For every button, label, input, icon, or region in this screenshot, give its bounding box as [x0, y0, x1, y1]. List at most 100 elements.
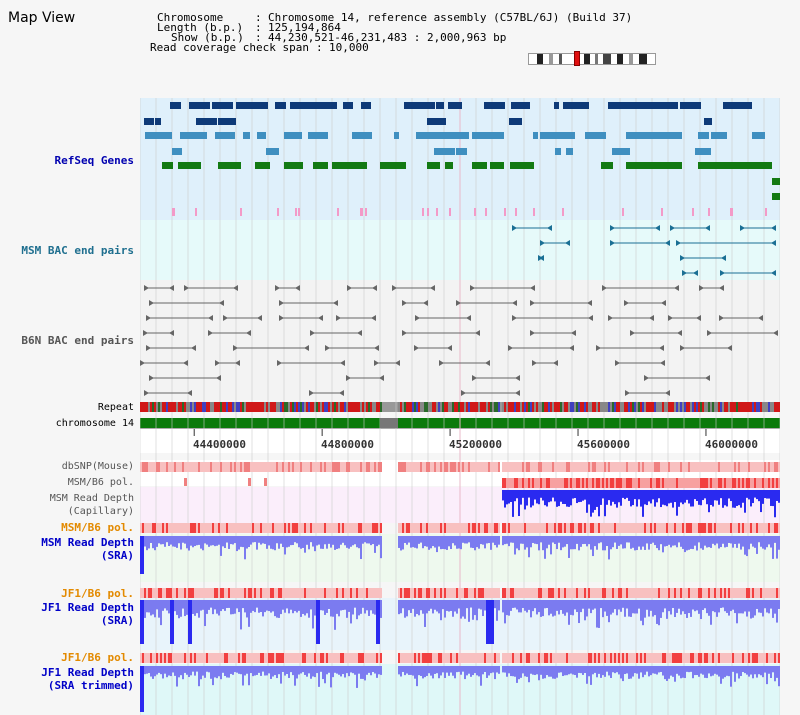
depth-bar — [664, 600, 666, 609]
depth-bar — [470, 666, 472, 677]
polymorphism-mark — [548, 588, 550, 598]
depth-bar — [426, 536, 428, 547]
depth-bar — [714, 536, 716, 546]
polymorphism-mark — [700, 523, 702, 533]
track-label-msm-bac[interactable]: MSM BAC end pairs — [21, 244, 134, 257]
polymorphism-mark — [502, 653, 504, 663]
polymorphism-mark — [602, 462, 604, 472]
polymorphism-mark — [402, 462, 404, 472]
track-label-msm-b6-pol-2[interactable]: MSM/B6 pol. — [61, 521, 134, 534]
depth-bar — [678, 536, 680, 543]
polymorphism-mark — [146, 653, 148, 663]
repeat-mark — [536, 402, 538, 412]
depth-bar — [194, 666, 196, 676]
depth-bar — [312, 536, 314, 547]
polymorphism-mark — [506, 462, 508, 472]
polymorphism-mark — [740, 478, 742, 488]
depth-bar — [584, 536, 586, 544]
repeat-mark — [706, 402, 708, 412]
depth-bar — [540, 490, 542, 498]
polymorphism-mark — [542, 523, 544, 533]
polymorphism-mark — [566, 588, 568, 598]
repeat-mark — [276, 402, 278, 412]
polymorphism-mark — [212, 523, 214, 533]
polymorphism-mark — [562, 523, 564, 533]
polymorphism-mark — [730, 462, 732, 472]
depth-bar — [416, 536, 418, 549]
bac-end — [740, 225, 745, 231]
depth-bar — [358, 600, 360, 616]
depth-bar — [740, 490, 742, 508]
depth-bar — [728, 536, 730, 543]
polymorphism-mark — [676, 588, 678, 598]
mrna-mark — [427, 208, 429, 216]
ideogram-position-marker[interactable] — [574, 51, 580, 66]
polymorphism-mark — [582, 588, 584, 598]
bac-end — [379, 375, 384, 381]
repeat-mark — [354, 402, 356, 412]
polymorphism-mark — [678, 653, 680, 663]
polymorphism-mark — [292, 588, 294, 598]
polymorphism-mark — [680, 523, 682, 533]
depth-bar — [374, 536, 376, 553]
polymorphism-mark — [446, 653, 448, 663]
depth-bar — [148, 536, 150, 549]
depth-bar — [734, 490, 736, 508]
bac-end — [707, 330, 712, 336]
gene — [456, 148, 467, 155]
track-label-msm-b6-pol[interactable]: MSM/B6 pol. — [67, 477, 134, 488]
polymorphism-mark — [464, 462, 466, 472]
chromosome-ideogram[interactable] — [528, 53, 656, 65]
polymorphism-mark — [594, 523, 596, 533]
repeat-mark — [428, 402, 430, 412]
repeat-mark — [360, 402, 362, 412]
depth-bar — [602, 490, 604, 499]
depth-bar — [632, 600, 634, 614]
repeat-mark — [200, 402, 202, 412]
track-label-jf1-b6-pol[interactable]: JF1/B6 pol. — [61, 587, 134, 600]
polymorphism-mark — [484, 653, 486, 663]
polymorphism-mark — [650, 523, 652, 533]
polymorphism-mark — [436, 523, 438, 533]
gene — [711, 132, 727, 139]
depth-bar — [642, 536, 644, 547]
polymorphism-mark — [308, 523, 310, 533]
depth-bar — [280, 600, 282, 615]
track-label-dbsnp[interactable]: dbSNP(Mouse) — [61, 461, 134, 472]
genome-track-area[interactable]: 44400000 44800000 45200000 45600000 4600… — [140, 98, 780, 715]
track-label-msm-read-depth-capillary[interactable]: MSM Read Depth — [49, 493, 134, 504]
polymorphism-mark — [202, 523, 204, 533]
track-label-jf1-read-depth-trimmed[interactable]: JF1 Read Depth — [41, 666, 134, 679]
polymorphism-mark — [544, 478, 546, 488]
polymorphism-mark — [460, 462, 462, 472]
depth-bar — [182, 600, 184, 609]
depth-bar — [294, 666, 296, 686]
repeat-mark — [446, 402, 448, 412]
polymorphism-mark — [580, 478, 582, 488]
polymorphism-mark — [522, 588, 524, 598]
repeat-mark — [358, 402, 360, 412]
polymorphism-mark — [534, 653, 536, 663]
polymorphism-mark — [642, 653, 644, 663]
depth-bar — [602, 600, 604, 618]
polymorphism-mark — [344, 588, 346, 598]
polymorphism-mark — [592, 653, 594, 663]
depth-bar — [232, 600, 234, 615]
track-label-refseq-genes[interactable]: RefSeq Genes — [54, 154, 134, 167]
track-label-b6n-bac[interactable]: B6N BAC end pairs — [21, 334, 134, 347]
polymorphism-mark — [572, 462, 574, 472]
polymorphism-mark — [456, 588, 458, 598]
track-label-msm-read-depth-sra[interactable]: MSM Read Depth — [41, 536, 134, 549]
polymorphism-mark — [584, 588, 586, 598]
polymorphism-mark — [522, 462, 524, 472]
depth-bar — [648, 490, 650, 502]
bac-end — [372, 285, 377, 291]
repeat-mark — [196, 402, 198, 412]
repeat-mark — [516, 402, 518, 412]
depth-bar — [400, 600, 402, 614]
repeat-mark — [174, 402, 176, 412]
depth-bar — [418, 666, 420, 676]
track-label-jf1-b6-pol-2[interactable]: JF1/B6 pol. — [61, 651, 134, 664]
depth-bar — [466, 666, 468, 676]
track-label-jf1-read-depth-sra[interactable]: JF1 Read Depth — [41, 601, 134, 614]
